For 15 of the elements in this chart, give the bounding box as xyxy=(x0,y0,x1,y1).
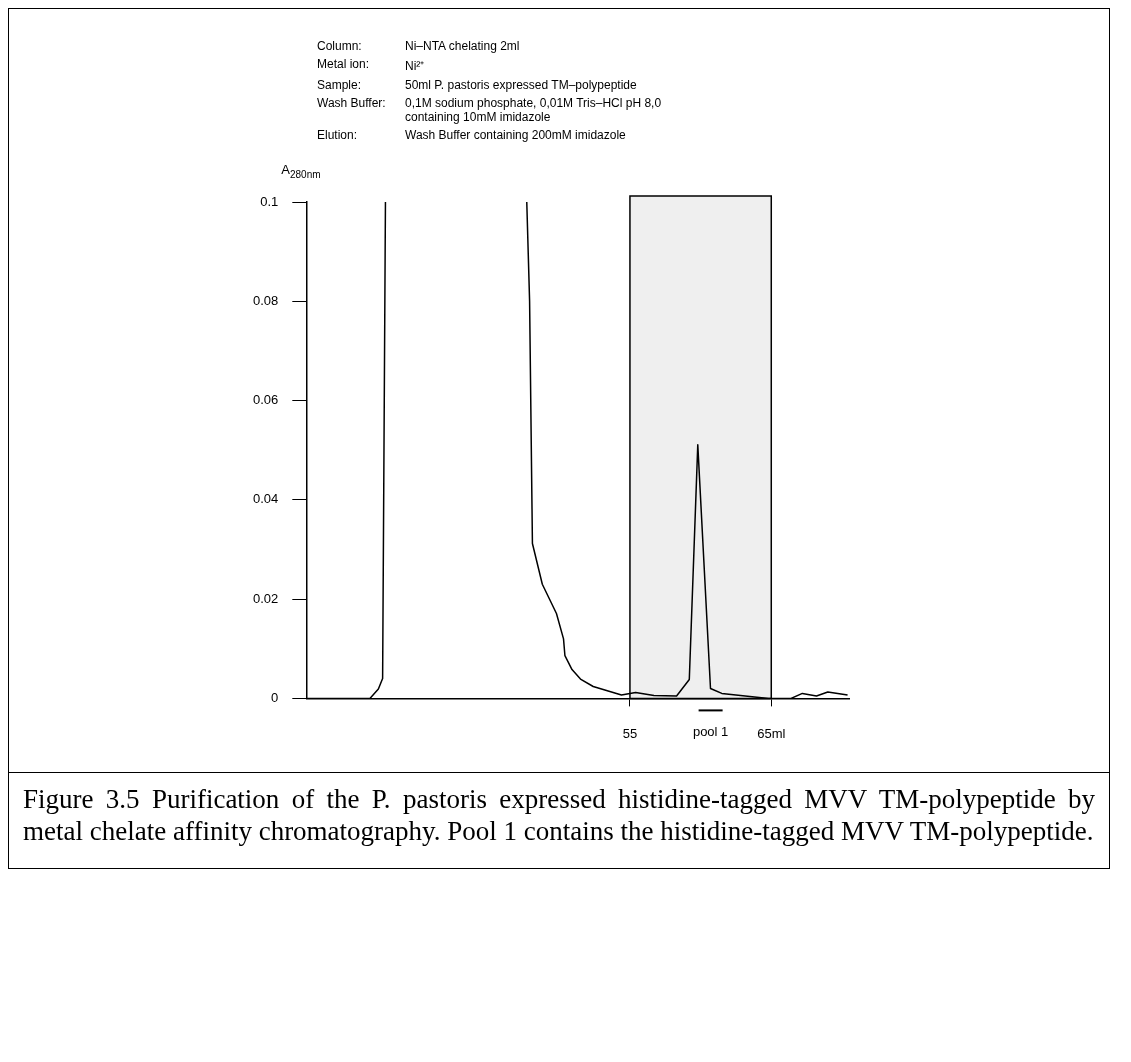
text: pool 1 xyxy=(692,724,729,740)
x-tick-label: 65ml xyxy=(757,725,786,741)
y-tick-label: 0 xyxy=(271,689,279,705)
y-tick-label: 0.04 xyxy=(252,491,279,507)
text: Column: Ni–NTA chelating 2ml xyxy=(317,39,520,53)
y-tick-label: 0.1 xyxy=(260,193,279,209)
text: Wash Buffer: 0,1M sodium phosphate, 0,01M Tris–HCl pH 8,0 containing 10mM imidazole xyxy=(317,96,662,124)
text: Sample: 50ml P. pastoris expressed TM–polypeptide xyxy=(317,78,637,92)
x-tick-label: 55 xyxy=(622,725,638,741)
caption: Figure 3.5 Purification of the P. pastoris expressed histidine-tagged MVV TM-polypeptide by metal chelate affinity chromatography. Pool 1 contains the histidine-tagged MVV TM-polypeptide. xyxy=(9,772,1109,858)
text: Elution: Wash Buffer containing 200mM imidazole xyxy=(317,128,626,142)
y-tick-label: 0.08 xyxy=(252,292,279,308)
y-tick-label: 0.02 xyxy=(252,590,279,606)
y-tick-label: 0.06 xyxy=(252,392,279,408)
text: Metal ion: Ni²⁺ xyxy=(317,57,425,73)
